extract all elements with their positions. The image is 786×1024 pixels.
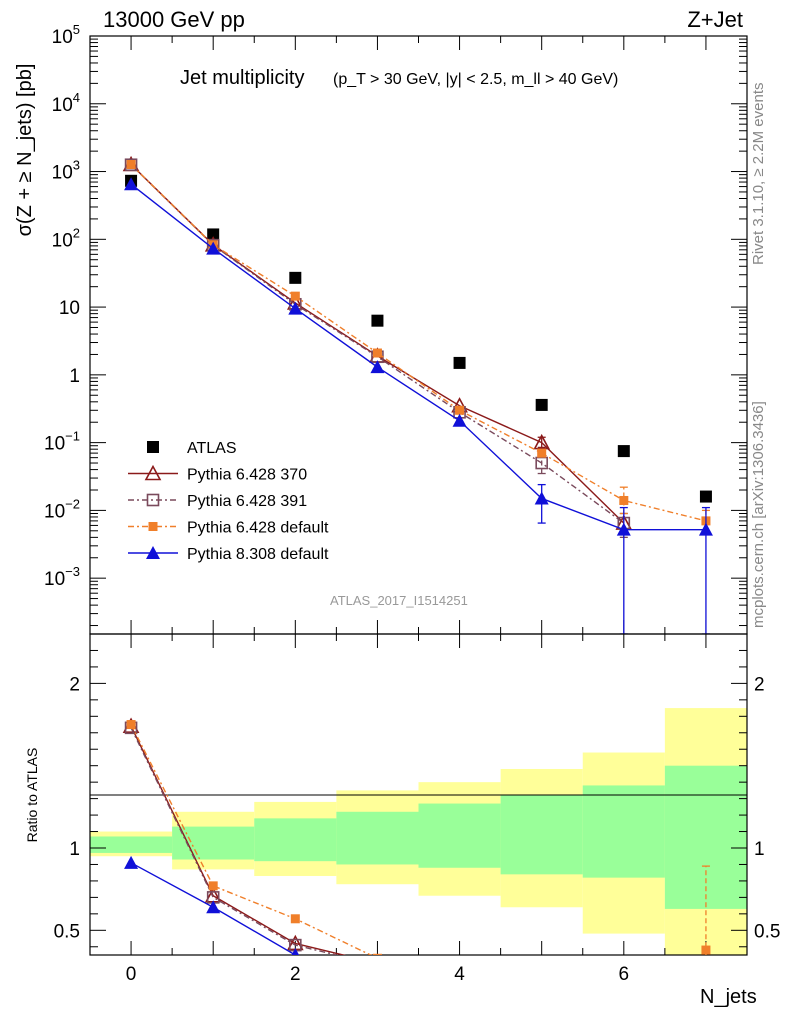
uncertainty-band-inner	[172, 826, 255, 860]
ratio-y-label: Ratio to ATLAS	[24, 748, 40, 843]
legend-marker	[144, 464, 162, 481]
ratio-y-tick-label: 0.5	[54, 921, 80, 942]
ratio-y-tick-label: 2	[69, 674, 80, 695]
y-tick-label: 10−1	[44, 429, 80, 455]
ratio-line-1	[130, 727, 340, 955]
data-point	[453, 356, 466, 369]
y-tick-label: 103	[52, 158, 80, 184]
uncertainty-band-inner	[336, 811, 419, 865]
ratio-point	[208, 881, 218, 891]
ratio-point	[291, 948, 300, 955]
data-point	[534, 491, 549, 505]
data-point	[537, 448, 547, 458]
y-tick-label: 1	[69, 366, 80, 387]
ratio-point	[124, 855, 139, 869]
y-axis-label: σ(Z + ≥ N_jets) [pb]	[14, 64, 36, 237]
data-point	[616, 522, 631, 536]
ratio-y-tick-label-right: 2	[754, 674, 765, 695]
ratio-point	[701, 945, 711, 955]
data-point	[126, 160, 136, 170]
legend-marker	[148, 522, 158, 531]
y-tick-label: 104	[52, 90, 80, 116]
x-tick-label: 6	[619, 964, 630, 985]
data-point	[207, 228, 220, 241]
uncertainty-band-inner	[254, 818, 337, 862]
ratio-panel: 0.5 0.5 1 1 2 2 0 2 4 6 Ratio to ATLAS N_jets	[24, 633, 780, 1008]
ratio-y-tick-label: 1	[69, 839, 80, 860]
data-point	[698, 522, 713, 536]
ratio-line-0	[130, 725, 347, 955]
rivet-label: Rivet 3.1.10, ≥ 2.2M events	[750, 83, 767, 266]
legend-label: ATLAS	[187, 440, 237, 457]
legend-label: Pythia 6.428 default	[187, 520, 329, 537]
mcplots-label: mcplots.cern.ch [arXiv:1306.3436]	[750, 401, 767, 628]
series-line-4	[130, 183, 706, 531]
y-tick-label: 10	[59, 298, 80, 319]
data-point	[452, 413, 467, 427]
data-point	[124, 158, 138, 172]
data-point	[699, 490, 712, 503]
ratio-y-tick-label-right: 1	[754, 839, 765, 860]
top-frame	[89, 35, 748, 635]
chart-subtitle: (p_T > 30 GeV, |y| < 2.5, m_ll > 40 GeV)	[333, 71, 618, 88]
uncertainty-band-inner	[90, 836, 173, 853]
data-point	[206, 241, 221, 255]
legend: ATLAS Pythia 6.428 370 Pythia 6.428 391 Pyt…	[128, 440, 329, 563]
legend-marker	[147, 441, 159, 453]
x-tick-label: 2	[290, 964, 301, 985]
legend-marker	[146, 546, 160, 559]
uncertainty-band-inner	[664, 765, 747, 909]
ratio-y-tick-label-right: 0.5	[754, 921, 780, 942]
ratio-point	[206, 900, 221, 914]
ratio-point	[126, 720, 136, 730]
y-tick-label: 10−2	[44, 496, 80, 522]
data-point	[372, 348, 382, 358]
data-point	[371, 314, 384, 327]
data-point	[288, 301, 303, 315]
data-point	[370, 360, 385, 374]
x-tick-label: 4	[454, 964, 465, 985]
ratio-line-2	[130, 724, 373, 955]
legend-marker	[146, 493, 160, 507]
cross-section-panel: 10−3 10−2 10−1 1 10 102 103 104 105 Jet multipli…	[14, 22, 748, 635]
data-point	[535, 398, 548, 411]
legend-label: Pythia 6.428 370	[187, 467, 307, 484]
data-point	[290, 291, 300, 301]
legend-label: Pythia 6.428 391	[187, 493, 307, 510]
ratio-point	[290, 914, 300, 924]
ratio-point	[372, 953, 382, 955]
chart-title: Jet multiplicity	[180, 67, 304, 89]
data-point	[619, 495, 629, 505]
energy-label: 13000 GeV pp	[103, 7, 245, 32]
data-point	[124, 177, 139, 191]
y-tick-label: 105	[52, 22, 80, 48]
x-axis-label: N_jets	[700, 986, 757, 1008]
y-tick-label: 102	[52, 225, 80, 251]
series-line-3	[130, 164, 707, 522]
x-tick-label: 0	[126, 964, 137, 985]
process-label: Z+Jet	[687, 7, 743, 32]
analysis-id: ATLAS_2017_I1514251	[330, 593, 468, 608]
y-tick-label: 10−3	[44, 564, 80, 590]
data-point	[455, 405, 465, 415]
uncertainty-band-inner	[418, 803, 501, 868]
uncertainty-band-inner	[582, 785, 665, 878]
legend-label: Pythia 8.308 default	[187, 546, 329, 563]
uncertainty-band-inner	[500, 795, 583, 875]
data-point	[617, 445, 630, 458]
data-point	[289, 271, 302, 284]
